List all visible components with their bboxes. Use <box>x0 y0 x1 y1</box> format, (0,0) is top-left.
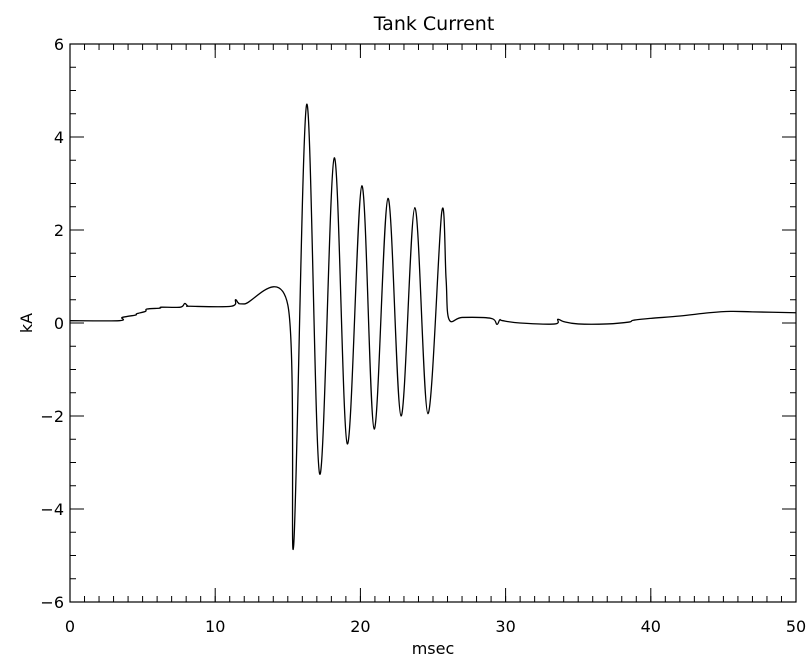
series-line-tank-current <box>69 103 797 551</box>
tick-marks <box>69 43 797 603</box>
y-tick-label: 6 <box>54 35 64 54</box>
y-tick-label: 0 <box>54 314 64 333</box>
x-tick-label: 20 <box>350 617 370 636</box>
y-tick-label: −4 <box>40 500 64 519</box>
x-tick-label: 40 <box>641 617 661 636</box>
plot-frame <box>69 43 797 603</box>
x-tick-label: 50 <box>786 617 806 636</box>
y-tick-label: −2 <box>40 407 64 426</box>
y-tick-label: 4 <box>54 128 64 147</box>
x-tick-label: 30 <box>495 617 515 636</box>
x-tick-label: 10 <box>205 617 225 636</box>
y-tick-label: −6 <box>40 593 64 612</box>
tick-labels: 0 10 20 30 40 50 −6 −4 −2 0 2 4 6 <box>40 35 806 636</box>
chart-title: Tank Current <box>373 13 495 35</box>
x-axis-label: msec <box>412 639 455 658</box>
x-tick-label: 0 <box>65 617 75 636</box>
y-tick-label: 2 <box>54 221 64 240</box>
y-axis-label: kA <box>17 313 36 333</box>
